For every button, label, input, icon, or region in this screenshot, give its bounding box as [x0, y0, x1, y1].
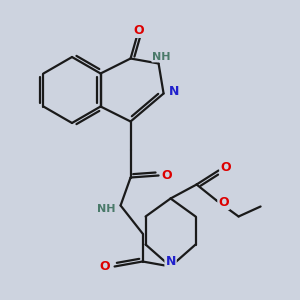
Text: O: O: [99, 260, 110, 273]
Text: O: O: [220, 161, 231, 174]
Text: N: N: [165, 255, 176, 268]
Text: NH: NH: [152, 52, 171, 61]
Text: O: O: [161, 169, 172, 182]
Text: N: N: [168, 85, 179, 98]
Text: O: O: [133, 24, 144, 37]
Text: NH: NH: [97, 205, 116, 214]
Text: O: O: [218, 196, 229, 209]
